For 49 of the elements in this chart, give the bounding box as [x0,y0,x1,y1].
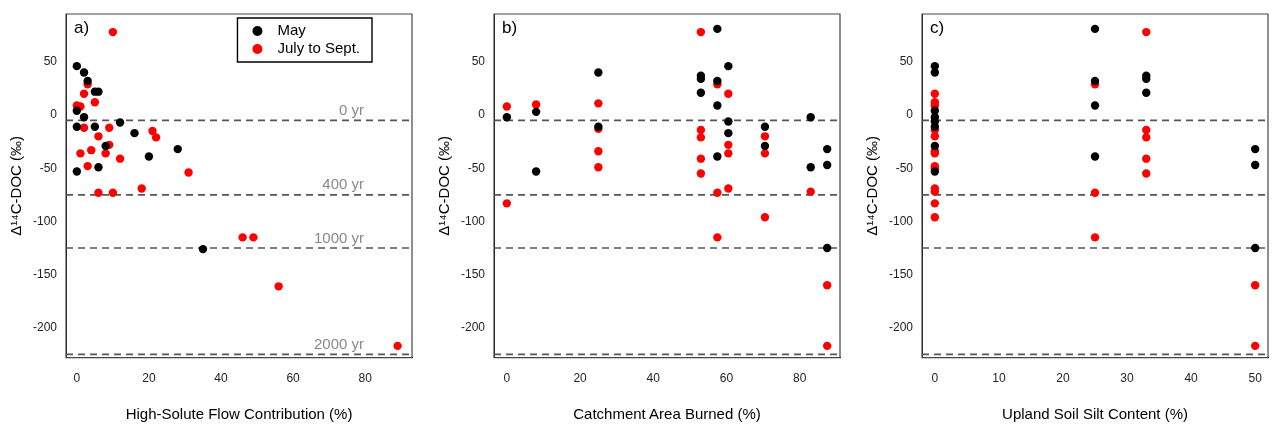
annotation: c) [930,18,945,38]
annotation: b) [502,18,518,38]
x-tick-label: 40 [214,371,228,386]
y-tick-label: 50 [43,54,58,69]
y-axis-title: Δ¹⁴C-DOC (‰) [863,135,881,236]
y-tick-label: -200 [460,320,486,335]
y-tick-label: -200 [32,320,58,335]
y-tick-label: -150 [888,266,914,281]
y-tick-label: -50 [39,160,58,175]
x-axis-title: Upland Soil Silt Content (%) [1002,405,1188,423]
y-tick-label: -100 [460,213,486,228]
ref-line-label: 1000 yr [313,228,364,246]
y-tick-label: -150 [32,266,58,281]
x-tick-label: 50 [1248,371,1263,386]
y-axis-title: Δ¹⁴C-DOC (‰) [435,135,453,236]
x-tick-label: 0 [503,371,511,386]
x-tick-label: 60 [286,371,301,386]
y-tick-label: -50 [467,160,486,175]
y-tick-label: -150 [460,266,486,281]
y-tick-label: 0 [906,107,914,122]
y-tick-label: -100 [888,213,914,228]
ref-line-label: 400 yr [322,175,364,193]
x-tick-label: 40 [646,371,661,386]
x-tick-label: 80 [358,371,373,386]
y-tick-label: 0 [478,107,486,122]
y-tick-label: -200 [888,320,914,335]
x-axis-title: High-Solute Flow Contribution (%) [125,405,353,423]
x-tick-label: 10 [992,371,1006,386]
y-tick-label: -50 [895,160,914,175]
annotation: a) [74,18,90,38]
y-tick-label: 50 [471,54,486,69]
x-tick-label: 0 [931,371,939,386]
y-tick-label: 50 [899,54,914,69]
x-tick-label: 20 [1056,371,1070,386]
x-tick-label: 20 [142,371,156,386]
x-axis-title: Catchment Area Burned (%) [573,405,761,423]
x-tick-label: 20 [573,371,588,386]
legend-label: July to Sept. [277,39,360,57]
x-tick-label: 0 [73,371,81,386]
x-tick-label: 80 [793,371,807,386]
ref-line-label: 0 yr [338,101,364,119]
legend-label: May [277,21,307,39]
y-tick-label: -100 [32,213,58,228]
y-axis-title: Δ¹⁴C-DOC (‰) [7,135,25,236]
x-tick-label: 30 [1120,371,1135,386]
x-tick-label: 60 [719,371,734,386]
ref-line-label: 2000 yr [313,335,364,353]
x-tick-label: 40 [1184,371,1199,386]
y-tick-label: 0 [50,107,58,122]
